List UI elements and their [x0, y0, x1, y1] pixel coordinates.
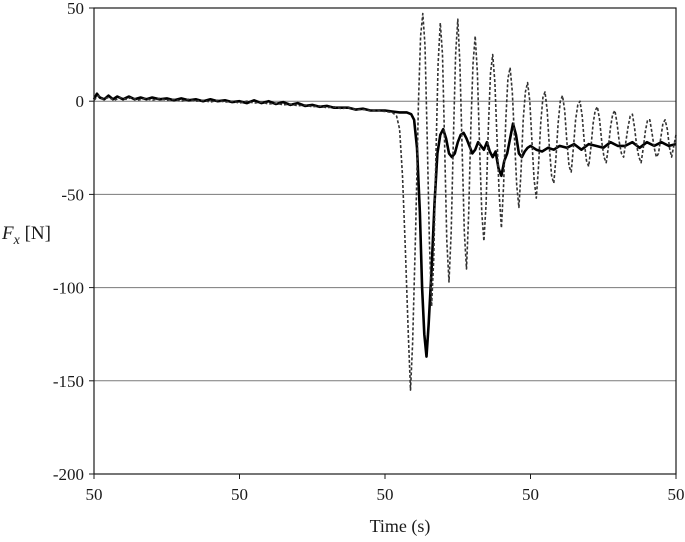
y-tick-label: 50	[67, 0, 84, 18]
x-axis-title: Time (s)	[370, 516, 431, 537]
x-tick-label: 50	[522, 485, 539, 504]
y-axis-title-sub: x	[13, 233, 21, 248]
y-axis-title-unit: [N]	[20, 223, 51, 244]
y-axis-title: Fx [N]	[1, 223, 51, 248]
x-tick-label: 50	[668, 485, 685, 504]
y-tick-label: -150	[53, 372, 84, 391]
series-group	[92, 12, 677, 391]
y-axis-title-var: F	[1, 223, 14, 244]
y-tick-labels: 50 0 -50 -100 -150 -200	[53, 0, 94, 484]
series-line-dashed	[93, 12, 677, 391]
y-tick-label: -100	[53, 279, 84, 298]
plot-frame	[93, 7, 677, 475]
x-tick-label: 50	[86, 485, 103, 504]
x-tick-label: 50	[377, 485, 394, 504]
y-tick-label: -200	[53, 465, 84, 484]
x-tick-label: 50	[231, 485, 248, 504]
x-tick-labels: 50 50 50 50 50	[86, 474, 685, 504]
y-tick-label: -50	[61, 185, 84, 204]
y-tick-label: 0	[76, 92, 85, 111]
series-line-solid	[92, 92, 677, 358]
grid-lines	[94, 100, 676, 382]
